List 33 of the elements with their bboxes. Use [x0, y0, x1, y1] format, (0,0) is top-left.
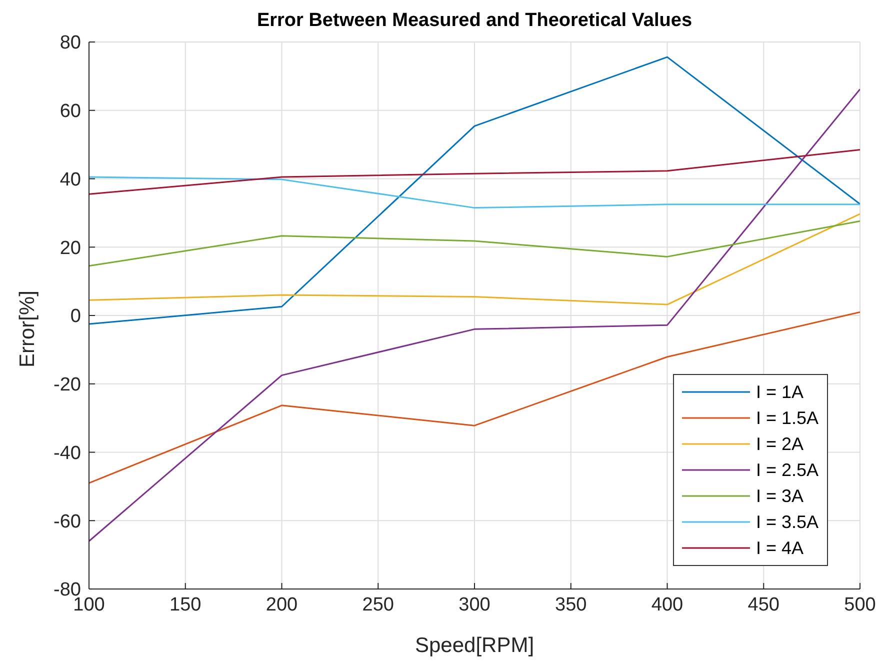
y-tick-label: 0	[70, 306, 81, 328]
y-tick-label: 40	[60, 169, 81, 190]
legend-label: I = 3.5A	[756, 512, 819, 532]
x-tick-label: 250	[362, 594, 394, 616]
legend-label: I = 2.5A	[756, 460, 819, 480]
line-series	[89, 311, 860, 484]
legend-label: I = 1.5A	[756, 408, 819, 428]
chart-title: Error Between Measured and Theoretical Values	[256, 10, 694, 32]
line-series	[89, 148, 860, 195]
line-series	[89, 56, 860, 325]
legend-label: I = 2A	[756, 434, 804, 454]
line-series	[89, 220, 860, 267]
x-tick-label: 500	[844, 594, 876, 616]
y-axis-title: Error[%]	[15, 290, 40, 370]
x-axis-title: Speed[RPM]	[414, 633, 536, 659]
line-series	[89, 176, 860, 209]
legend-label: I = 3A	[756, 486, 804, 506]
y-tick-label: -40	[54, 442, 81, 464]
legend-label: I = 4A	[756, 538, 804, 558]
y-tick-label: -60	[54, 511, 81, 532]
y-tick-label: 80	[60, 32, 81, 54]
x-tick-label: 400	[651, 594, 684, 616]
y-tick-label: -20	[54, 374, 81, 396]
legend-label: I = 1A	[756, 382, 804, 402]
y-tick-label: 60	[60, 101, 81, 122]
y-tick-label: 20	[60, 238, 81, 259]
x-tick-label: 300	[458, 594, 490, 616]
x-tick-label: 350	[555, 594, 587, 616]
line-series	[89, 213, 860, 306]
line-series	[89, 88, 860, 542]
x-tick-label: 150	[170, 594, 202, 616]
x-tick-label: 200	[266, 594, 298, 616]
x-tick-label: 450	[748, 594, 780, 616]
